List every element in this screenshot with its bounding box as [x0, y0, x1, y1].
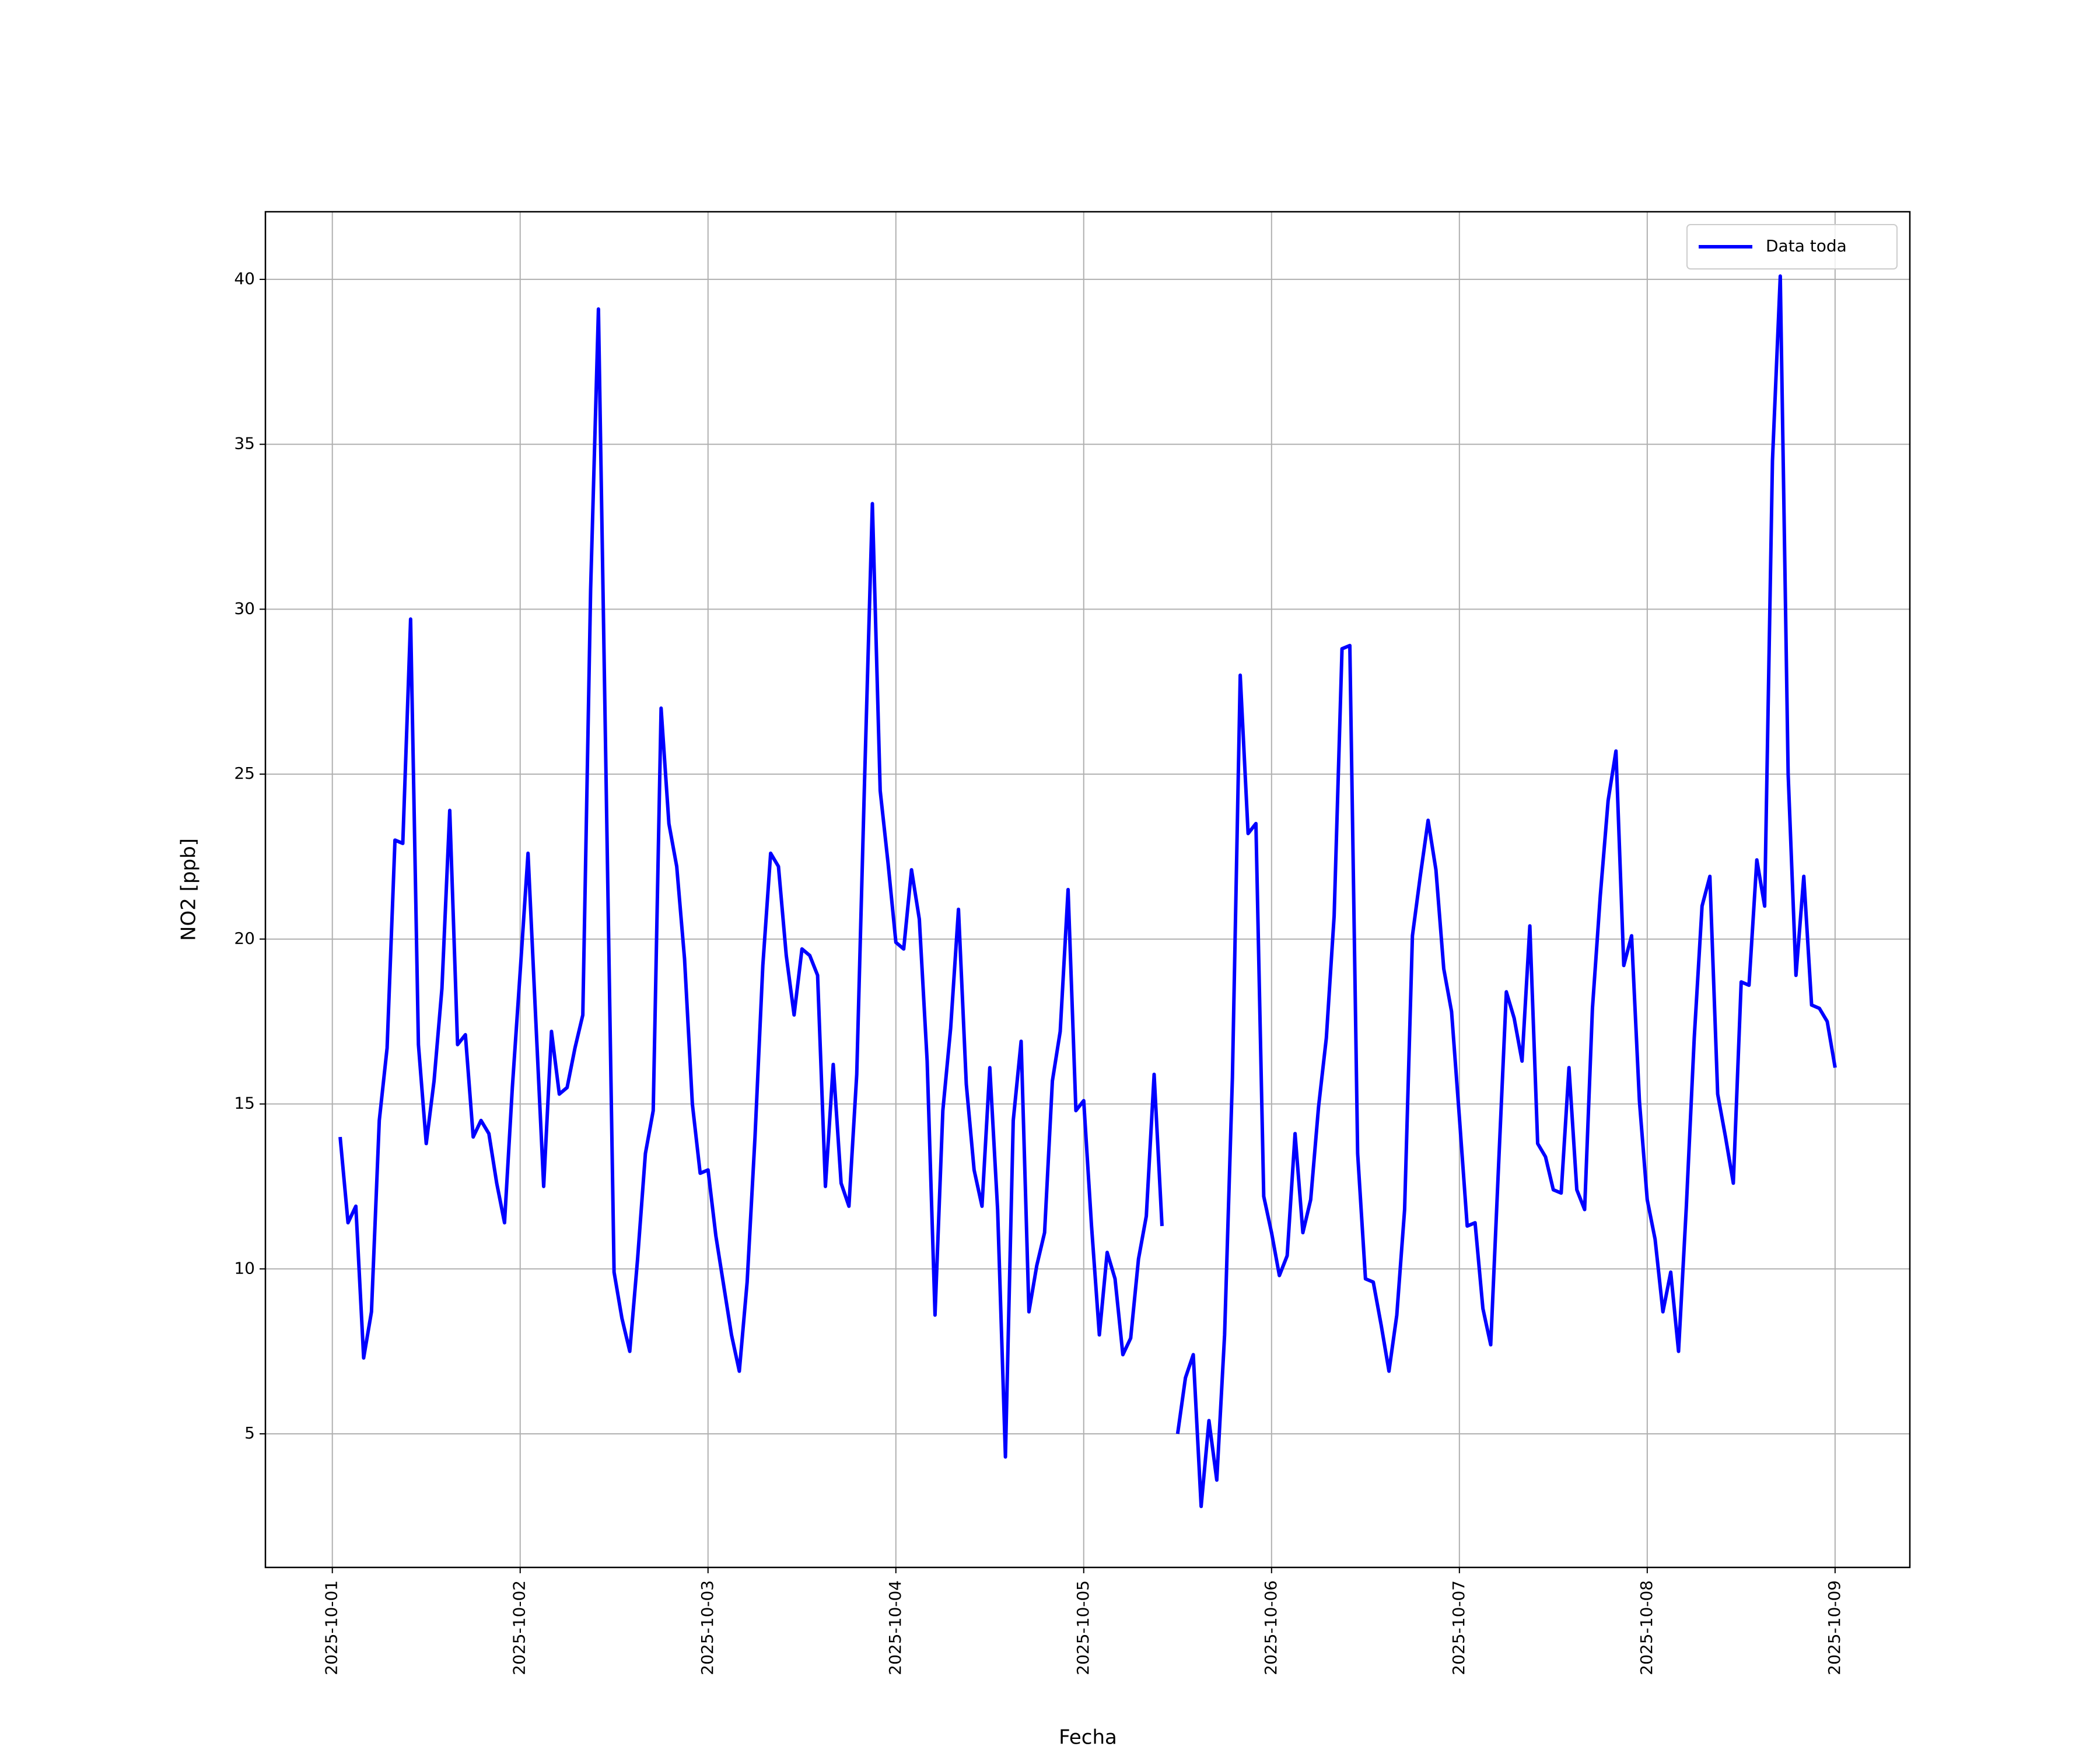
x-tick-label: 2025-10-07: [1449, 1580, 1468, 1675]
plot-frame: [264, 211, 1911, 1569]
x-tick-label: 2025-10-05: [1073, 1580, 1093, 1675]
x-tick-label: 2025-10-09: [1825, 1580, 1844, 1675]
y-tick-label: 25: [234, 764, 255, 783]
y-tick-label: 35: [234, 434, 255, 453]
x-tick-label: 2025-10-06: [1261, 1580, 1280, 1675]
legend-box: [1686, 224, 1898, 270]
x-tick-label: 2025-10-04: [886, 1580, 905, 1675]
x-tick-label: 2025-10-08: [1637, 1580, 1656, 1675]
y-tick-label: 30: [234, 598, 255, 618]
y-tick-label: 5: [244, 1423, 255, 1443]
y-axis-label: NO2 [ppb]: [177, 838, 201, 941]
y-tick-label: 10: [234, 1258, 255, 1278]
y-tick-label: 40: [234, 269, 255, 288]
x-tick-label: 2025-10-02: [510, 1580, 529, 1675]
x-axis-label: Fecha: [1059, 1726, 1117, 1749]
y-tick-label: 20: [234, 929, 255, 948]
x-tick-label: 2025-10-03: [698, 1580, 717, 1675]
x-tick-label: 2025-10-01: [322, 1580, 341, 1675]
legend-label: Data toda: [1766, 236, 1847, 256]
y-tick-label: 15: [234, 1094, 255, 1113]
data-line: [338, 274, 1837, 1508]
